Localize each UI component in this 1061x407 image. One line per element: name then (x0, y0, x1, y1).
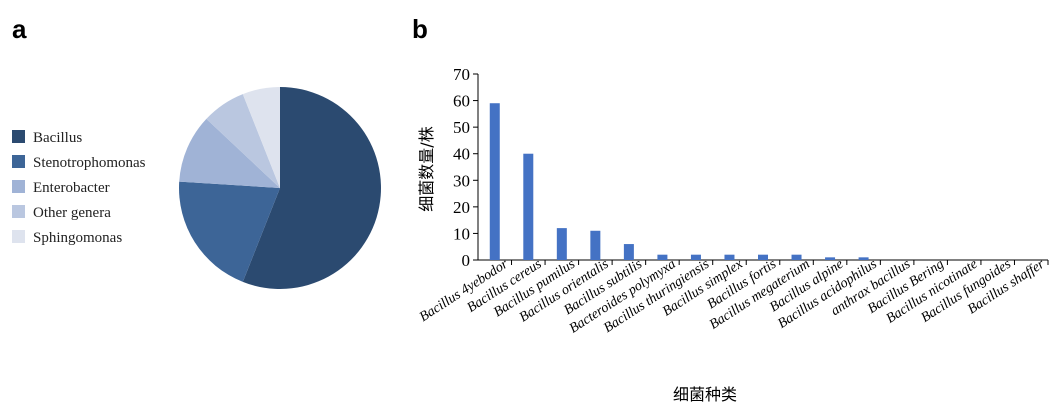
legend-swatch-2 (12, 180, 25, 193)
y-tick-label-2: 20 (453, 198, 470, 217)
pie-chart (179, 87, 381, 290)
panel-a-label: a (12, 14, 27, 44)
bar-7 (724, 254, 735, 260)
y-tick-label-4: 40 (453, 145, 470, 164)
pie-slice-4 (242, 87, 280, 188)
pie-slice-3 (206, 94, 280, 188)
legend-swatch-0 (12, 130, 25, 143)
y-tick-label-0: 0 (462, 251, 471, 270)
bars (489, 103, 869, 260)
legend-swatch-4 (12, 230, 25, 243)
y-tick-label-5: 50 (453, 118, 470, 137)
bar-9 (791, 254, 802, 260)
bar-chart: 0 10 20 30 40 50 60 70 Bacillus 4yebodorBacillu… (417, 65, 1049, 404)
bar-10 (825, 257, 836, 260)
legend-label-0: Bacillus (33, 130, 82, 146)
y-axis-title: 细菌数量/株 (417, 126, 436, 211)
y-tick-label-7: 70 (453, 65, 470, 84)
legend-label-1: Stenotrophomonas (33, 155, 146, 171)
legend-label-4: Sphingomonas (33, 230, 122, 246)
pie-legend: Bacillus Stenotrophomonas Enterobacter Othe… (12, 130, 146, 246)
legend-label-2: Enterobacter (33, 180, 110, 196)
panel-b-label: b (412, 14, 428, 44)
bar-5 (657, 254, 668, 260)
pie-slice-2 (179, 118, 280, 188)
y-tick-label-1: 10 (453, 224, 470, 243)
y-tick-label-3: 30 (453, 171, 470, 190)
bar-8 (758, 254, 768, 260)
bar-0 (489, 103, 500, 260)
legend-label-3: Other genera (33, 205, 111, 221)
legend-swatch-3 (12, 205, 25, 218)
bar-6 (690, 254, 701, 260)
pie-slice-1 (179, 181, 280, 282)
bar-3 (590, 230, 601, 260)
bar-1 (523, 153, 534, 260)
legend-swatch-1 (12, 155, 25, 168)
pie-slice-0 (242, 87, 381, 290)
x-axis-title: 细菌种类 (673, 385, 737, 404)
bar-4 (623, 244, 634, 260)
bar-11 (858, 257, 869, 260)
y-tick-label-6: 60 (453, 92, 470, 111)
bar-2 (556, 228, 567, 260)
x-ticks (511, 260, 1049, 265)
y-ticks: 0 10 20 30 40 50 60 70 (453, 65, 478, 270)
